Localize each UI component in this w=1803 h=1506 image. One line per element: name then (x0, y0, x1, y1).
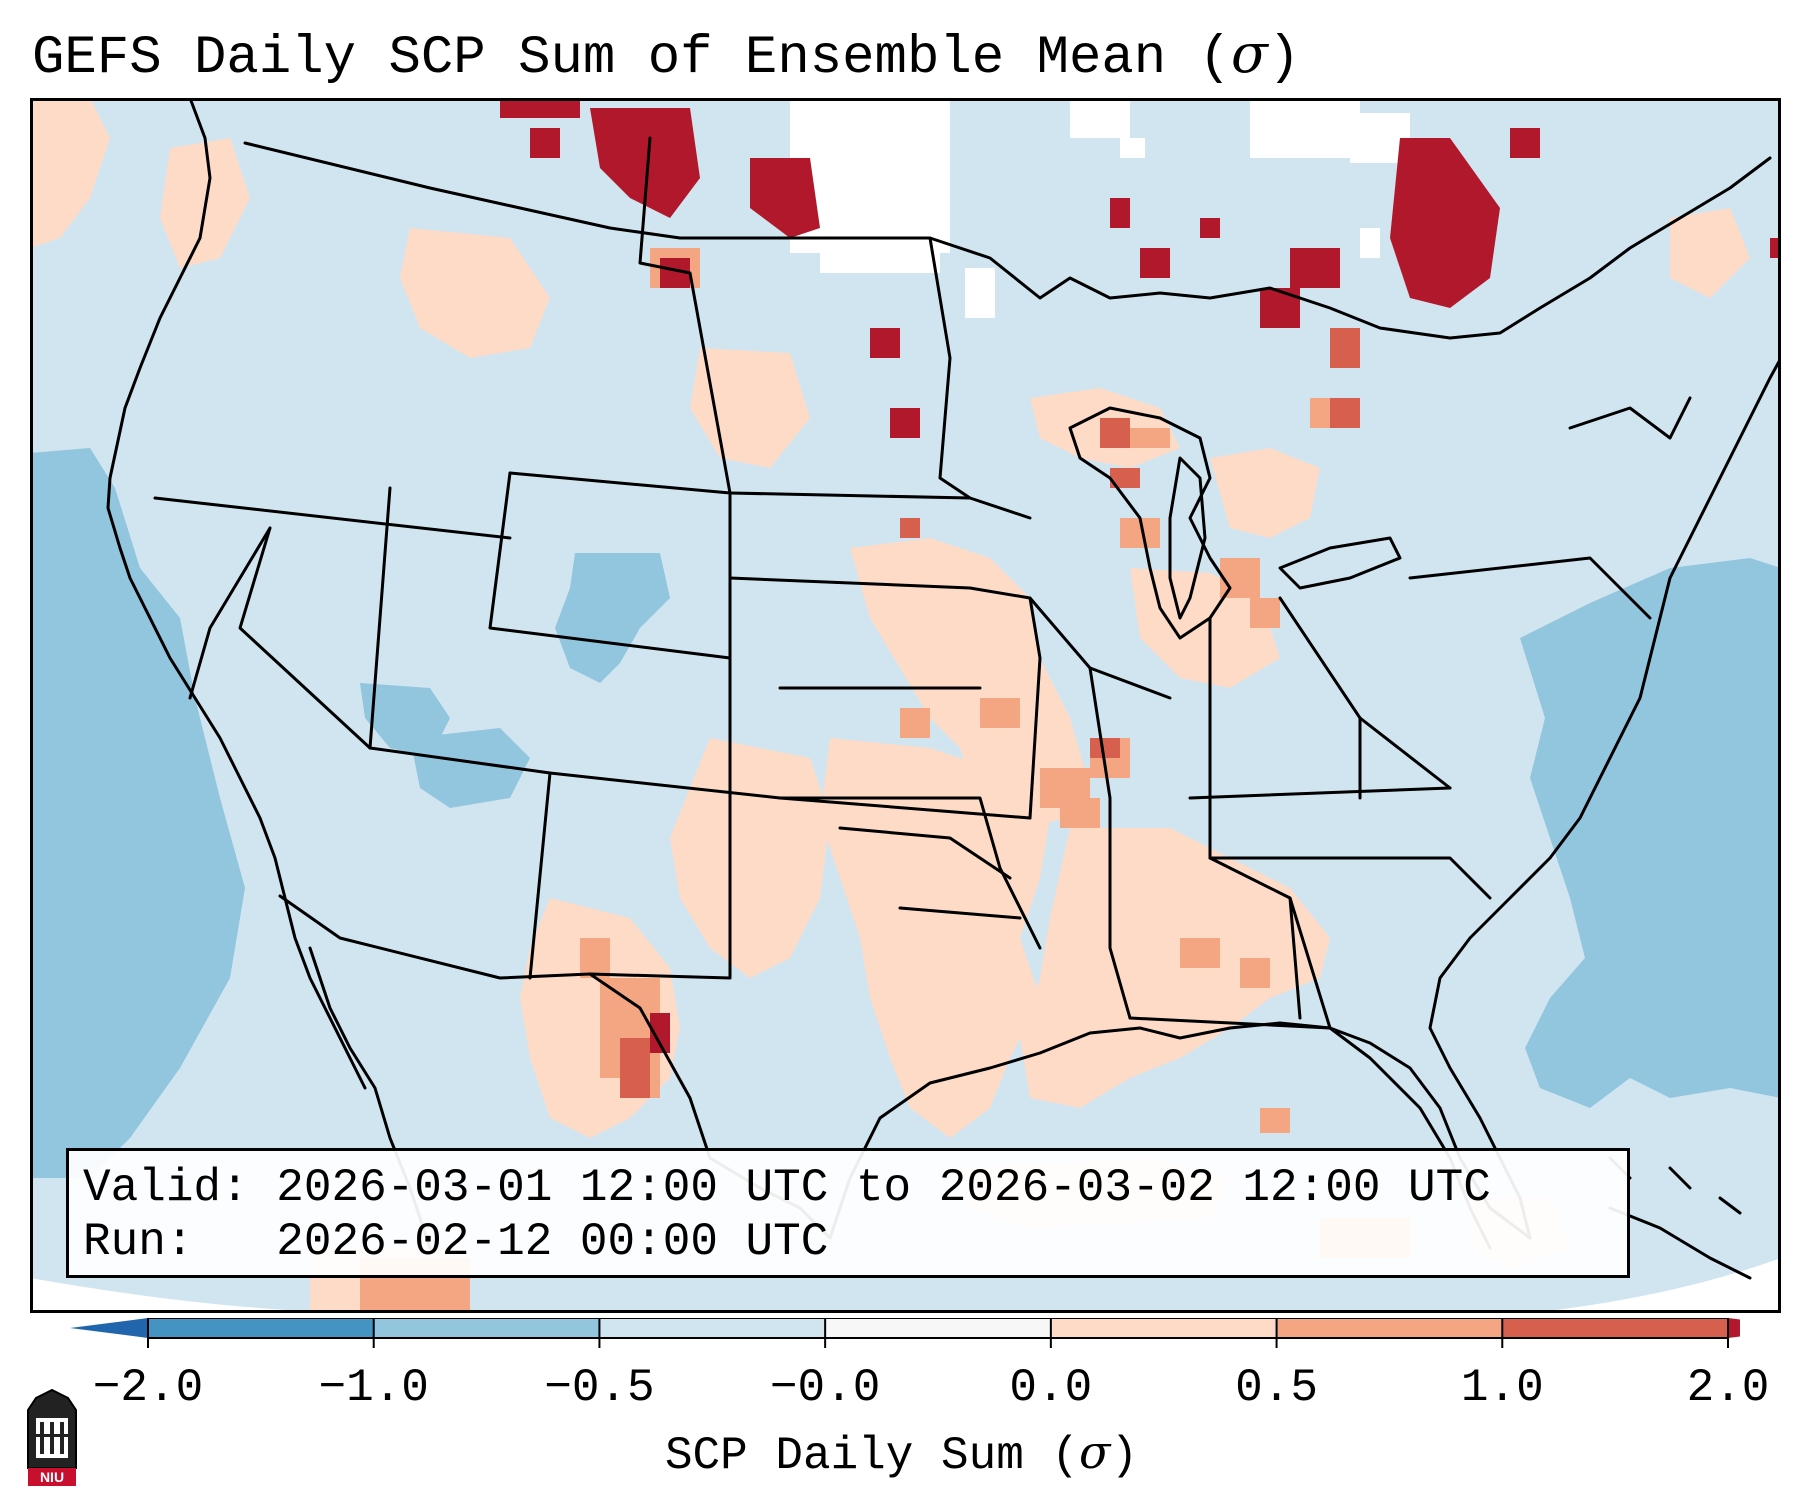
state-line-12 (778, 796, 1042, 950)
state-line-15 (638, 136, 732, 495)
valid-label: Valid: (83, 1162, 249, 1214)
state-line-4 (368, 486, 392, 750)
colorbar-extend-high (1728, 1318, 1740, 1338)
map-canvas[interactable] (30, 98, 1781, 1313)
west-coast-outline (106, 98, 367, 1090)
colorbar-bin (1276, 1318, 1503, 1338)
state-line-24 (1288, 896, 1302, 1020)
colorbar-bin (1502, 1318, 1729, 1338)
colorbar (70, 1318, 1740, 1348)
colorbar-label: SCP Daily Sum (σ) (0, 1424, 1803, 1484)
colorbar-tick-label: 0.0 (1009, 1362, 1093, 1414)
state-line-5 (238, 526, 372, 750)
state-line-18 (1208, 616, 1332, 1030)
colorbar-bin (373, 1318, 600, 1338)
state-line-17 (1088, 666, 1132, 1020)
run-label: Run: (83, 1216, 194, 1268)
colorbar-tick-label: 2.0 (1686, 1362, 1770, 1414)
cuba-outline (1608, 1206, 1752, 1280)
state-line-1 (153, 496, 512, 540)
map-panel (30, 98, 1781, 1313)
lake-erie-outline (1278, 536, 1402, 590)
chart-title-text: GEFS Daily SCP Sum of Ensemble Mean ( (32, 28, 1231, 89)
east-coast-outline (1428, 356, 1781, 1240)
colorbar-extend-low (70, 1318, 148, 1338)
state-line-26 (1128, 1016, 1332, 1030)
state-line-20 (1208, 856, 1492, 900)
chart-title: GEFS Daily SCP Sum of Ensemble Mean (σ) (32, 22, 1300, 91)
boundary-lines (106, 98, 1781, 1280)
colorbar-bin (1050, 1318, 1278, 1338)
great-lakes-outline (1068, 406, 1232, 640)
colorbar-label-text: SCP Daily Sum ( (664, 1430, 1080, 1482)
colorbar-tick-label: 0.5 (1235, 1362, 1318, 1414)
run-time: 2026-02-12 00:00 UTC (276, 1216, 829, 1268)
state-line-7 (528, 771, 552, 980)
state-line-19 (1188, 786, 1452, 800)
valid-time-range: 2026-03-01 12:00 UTC to 2026-03-02 12:00… (276, 1162, 1491, 1214)
colorbar-tick-label: −0.0 (769, 1362, 881, 1414)
colorbar-frame (147, 1318, 1729, 1339)
domain-edge-left (30, 1278, 380, 1313)
colorbar-tick-label: −1.0 (318, 1362, 429, 1414)
niu-logo: NIU (27, 1388, 77, 1486)
validity-info-box: Valid: 2026-03-01 12:00 UTC to 2026-03-0… (66, 1148, 1630, 1278)
colorbar-label-close: ) (1110, 1430, 1139, 1482)
state-line-8 (588, 656, 732, 980)
lake-michigan-outline (1168, 456, 1207, 620)
colorbar-sigma-symbol: σ (1079, 1425, 1111, 1479)
state-line-14 (928, 236, 972, 500)
no-data-areas (790, 98, 1410, 318)
state-line-23 (1568, 396, 1692, 440)
positive-anomaly-extreme (500, 98, 1781, 1053)
state-line-6 (368, 746, 1032, 820)
logo-text: NIU (40, 1469, 64, 1485)
colorbar-tick-label: −2.0 (92, 1362, 204, 1414)
state-line-22 (1408, 556, 1652, 620)
colorbar-bin (825, 1318, 1052, 1338)
colorbar-tick-label: 1.0 (1460, 1362, 1544, 1414)
us-canada-border (243, 141, 1772, 340)
state-line-16 (1028, 596, 1042, 820)
map-background (30, 98, 1781, 1313)
colorbar-bin (599, 1318, 826, 1338)
state-line-13 (838, 826, 1012, 880)
state-line-27 (898, 906, 1022, 920)
negative-anomaly-areas (30, 448, 1781, 1178)
colorbar-tick-label: −0.5 (544, 1362, 655, 1414)
chart-title-close: ) (1267, 28, 1301, 89)
colorbar-bin (148, 1318, 375, 1338)
map-frame (30, 98, 1781, 1313)
domain-edge-right (1530, 1258, 1781, 1313)
state-line-28 (188, 526, 272, 700)
sigma-symbol: σ (1231, 22, 1268, 85)
positive-anomaly-strong (620, 328, 1360, 1098)
gulf-coast-outline (828, 1021, 1532, 1240)
state-line-3 (488, 471, 732, 660)
